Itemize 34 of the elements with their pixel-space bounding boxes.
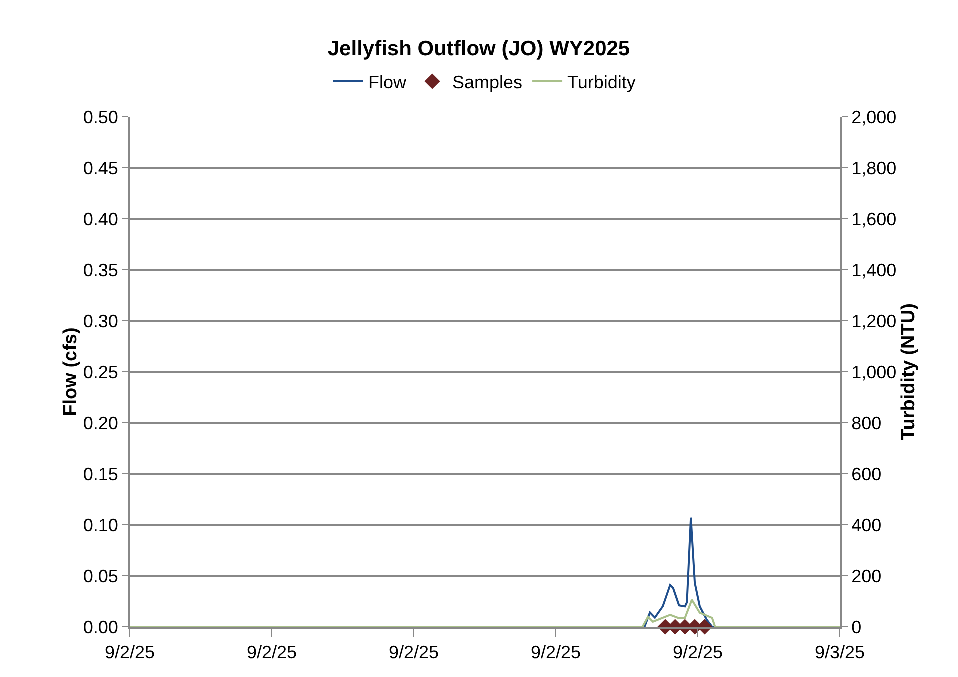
legend-label: Flow — [368, 72, 408, 93]
y2-tick-label: 600 — [852, 464, 882, 484]
y2-tick-label: 200 — [852, 566, 882, 586]
y-tick-label: 0.20 — [83, 413, 118, 434]
y-tick-label: 0.50 — [83, 107, 118, 128]
x-tick-label: 9/2/25 — [672, 642, 724, 663]
y-tick-label: 0.30 — [83, 311, 118, 332]
y-tick-label: 0.05 — [83, 566, 118, 586]
y-tick-label: 0.00 — [83, 617, 118, 638]
y2-tick-label: 1,000 — [852, 362, 897, 382]
legend-label: Samples — [452, 72, 523, 93]
x-tick-label: 9/2/25 — [388, 642, 440, 663]
y-tick-label: 0.15 — [83, 464, 118, 484]
y2-tick-label: 1,200 — [852, 311, 897, 332]
y-tick-label: 0.40 — [83, 209, 118, 230]
y-axis-title: Flow (cfs) — [60, 328, 82, 416]
chart-title: Jellyfish Outflow (JO) WY2025 — [328, 37, 630, 60]
y2-axis-title: Turbidity (NTU) — [898, 304, 920, 440]
y2-tick-label: 0 — [852, 617, 862, 638]
y-tick-label: 0.35 — [83, 260, 118, 280]
y2-tick-label: 1,600 — [852, 209, 897, 230]
y2-tick-label: 800 — [852, 413, 882, 434]
y2-tick-label: 1,400 — [852, 260, 897, 280]
x-tick-label: 9/3/25 — [814, 642, 866, 663]
x-tick-label: 9/2/25 — [246, 642, 298, 663]
y-tick-label: 0.25 — [83, 362, 118, 382]
y2-tick-label: 1,800 — [852, 158, 897, 178]
x-tick-label: 9/2/25 — [530, 642, 582, 663]
x-tick-label: 9/2/25 — [104, 642, 156, 663]
y2-tick-label: 400 — [852, 515, 882, 536]
legend-label: Turbidity — [568, 72, 636, 93]
y-tick-label: 0.10 — [83, 515, 118, 536]
y2-tick-label: 2,000 — [852, 107, 897, 128]
y-tick-label: 0.45 — [83, 158, 118, 178]
